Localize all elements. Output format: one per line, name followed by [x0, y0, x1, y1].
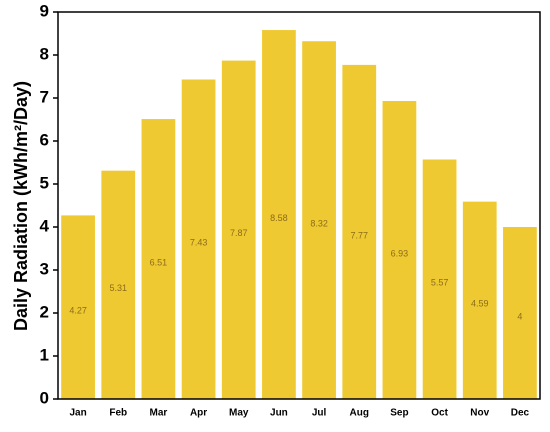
- y-tick-label: 9: [40, 1, 49, 20]
- value-label: 7.43: [190, 238, 208, 248]
- value-label: 7.77: [350, 230, 368, 240]
- y-tick-label: 1: [40, 345, 49, 364]
- x-tick-label: Dec: [511, 408, 530, 419]
- x-tick-label: Jan: [69, 408, 86, 419]
- value-label: 4.59: [471, 299, 489, 309]
- value-label: 8.32: [310, 218, 328, 228]
- bar: [61, 215, 95, 399]
- x-tick-label: Feb: [109, 408, 127, 419]
- y-axis-label: Daily Radiation (kWh/m²/Day): [11, 81, 31, 331]
- bar: [141, 119, 176, 399]
- y-tick-label: 4: [40, 216, 50, 235]
- x-tick-label: Oct: [431, 408, 448, 419]
- value-label: 6.51: [150, 257, 168, 267]
- bar: [462, 201, 497, 399]
- value-label: 4: [517, 311, 522, 321]
- x-tick-label: Apr: [190, 408, 207, 419]
- x-tick-label: Aug: [350, 408, 369, 419]
- y-tick-label: 3: [40, 259, 49, 278]
- y-tick-label: 2: [40, 302, 49, 321]
- bar: [262, 30, 296, 400]
- y-tick-label: 0: [40, 388, 49, 407]
- value-label: 6.93: [391, 248, 409, 258]
- x-tick-label: Jun: [270, 408, 288, 419]
- y-tick-label: 5: [40, 173, 49, 192]
- x-tick-label: May: [229, 408, 249, 419]
- value-label: 8.58: [270, 213, 288, 223]
- value-label: 4.27: [69, 306, 87, 316]
- x-tick-label: Sep: [390, 408, 408, 419]
- bar: [503, 227, 537, 399]
- bar: [342, 64, 377, 399]
- x-tick-label: Nov: [470, 408, 489, 419]
- y-tick-label: 7: [40, 87, 49, 106]
- bar: [181, 79, 216, 399]
- bar: [302, 41, 336, 400]
- x-tick-label: Jul: [312, 408, 327, 419]
- bar: [221, 60, 256, 400]
- value-label: 5.57: [431, 278, 449, 288]
- bar: [382, 101, 417, 399]
- value-label: 5.31: [109, 283, 127, 293]
- value-label: 7.87: [230, 228, 248, 238]
- bar: [101, 170, 136, 399]
- bar: [422, 159, 457, 399]
- y-tick-label: 8: [40, 44, 49, 63]
- y-tick-label: 6: [40, 130, 49, 149]
- plot-frame: [57, 11, 541, 400]
- x-tick-label: Mar: [150, 408, 168, 419]
